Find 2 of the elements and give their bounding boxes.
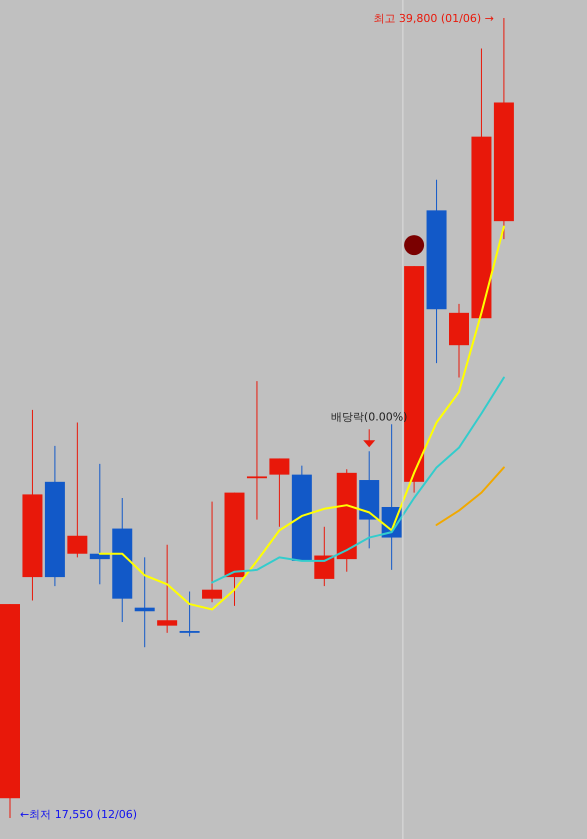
annotation: 최고 39,800 (01/06) → — [373, 12, 494, 25]
annotation: ←최저 17,550 (12/06) — [20, 808, 137, 821]
